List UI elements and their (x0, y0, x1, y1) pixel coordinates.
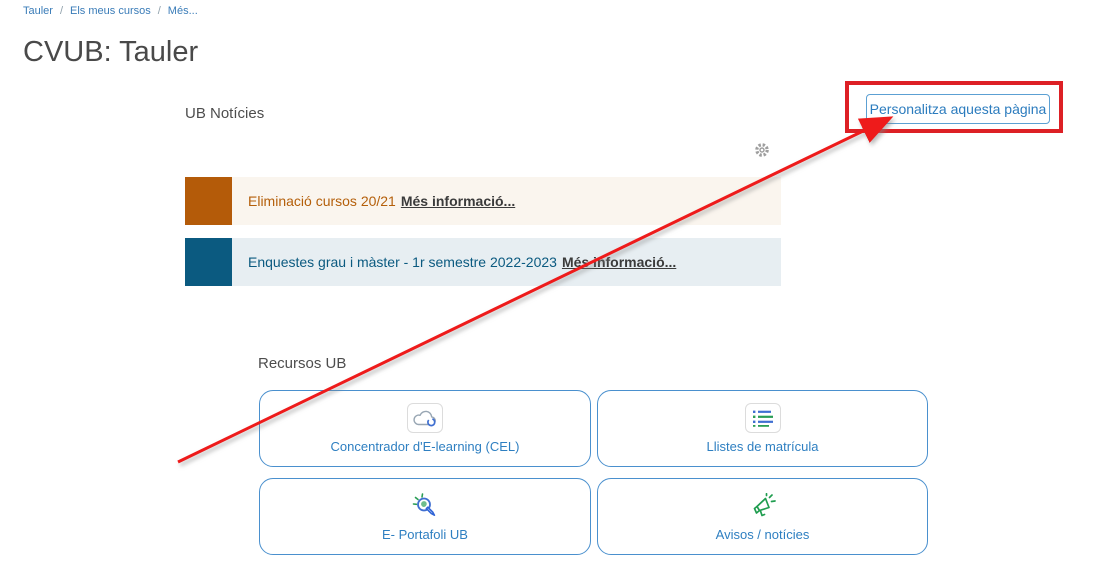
resources-section-heading: Recursos UB (258, 355, 347, 372)
page-title: CVUB: Tauler (23, 36, 199, 68)
gear-icon[interactable] (754, 142, 770, 158)
breadcrumb: Tauler / Els meus cursos / Més... (23, 5, 198, 17)
breadcrumb-link-els-meus-cursos[interactable]: Els meus cursos (70, 5, 151, 17)
card-label: Concentrador d'E-learning (CEL) (330, 439, 520, 454)
card-label: E- Portafoli UB (382, 527, 468, 542)
portfolio-pencil-icon (411, 491, 439, 521)
card-label: Avisos / notícies (715, 527, 810, 542)
news-more-info-link[interactable]: Més informació... (400, 193, 516, 209)
cloud-sync-icon (407, 403, 443, 433)
news-body: Enquestes grau i màster - 1r semestre 20… (232, 238, 781, 286)
breadcrumb-separator: / (59, 5, 64, 17)
card-concentrador-cel[interactable]: Concentrador d'E-learning (CEL) (259, 390, 591, 467)
card-llistes-matricula[interactable]: Llistes de matrícula (597, 390, 928, 467)
news-section-heading: UB Notícies (185, 105, 265, 122)
news-more-info-link[interactable]: Més informació... (561, 254, 677, 270)
card-label: Llistes de matrícula (706, 439, 819, 454)
resources-card-grid: Concentrador d'E-learning (CEL) Llistes … (259, 390, 928, 555)
megaphone-icon (748, 491, 778, 521)
news-body: Eliminació cursos 20/21 Més informació..… (232, 177, 781, 225)
customize-page-button[interactable]: Personalitza aquesta pàgina (866, 94, 1050, 124)
breadcrumb-link-tauler[interactable]: Tauler (23, 5, 53, 17)
news-item: Enquestes grau i màster - 1r semestre 20… (185, 238, 781, 286)
news-text: Enquestes grau i màster - 1r semestre 20… (248, 254, 557, 270)
card-avisos-noticies[interactable]: Avisos / notícies (597, 478, 928, 555)
enrolment-list-icon (744, 403, 781, 433)
news-accent-block (185, 177, 232, 225)
card-e-portafoli[interactable]: E- Portafoli UB (259, 478, 591, 555)
breadcrumb-separator: / (157, 5, 161, 17)
news-accent-block (185, 238, 232, 286)
news-text: Eliminació cursos 20/21 (248, 193, 396, 209)
breadcrumb-link-mes[interactable]: Més... (167, 5, 198, 17)
news-item: Eliminació cursos 20/21 Més informació..… (185, 177, 781, 225)
